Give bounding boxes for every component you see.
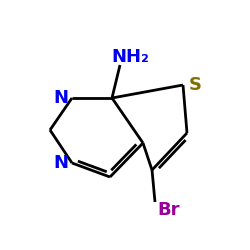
Text: S: S	[188, 76, 202, 94]
Text: Br: Br	[158, 201, 180, 219]
Text: N: N	[54, 89, 68, 107]
Text: N: N	[54, 154, 68, 172]
Text: NH₂: NH₂	[111, 48, 149, 66]
